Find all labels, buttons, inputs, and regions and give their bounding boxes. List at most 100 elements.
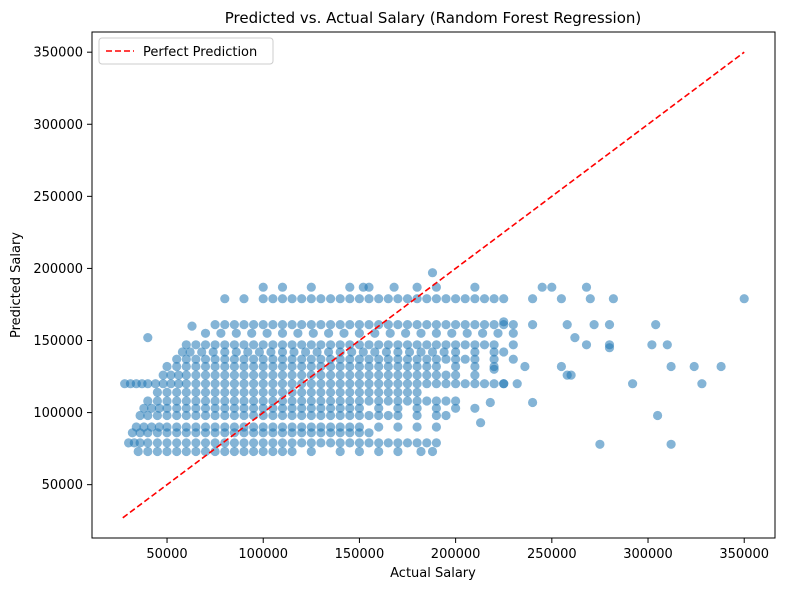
scatter-point — [499, 294, 509, 304]
scatter-point — [258, 340, 268, 350]
scatter-point — [431, 340, 441, 350]
scatter-point — [191, 446, 201, 457]
scatter-point — [268, 410, 278, 421]
scatter-point — [266, 347, 276, 357]
scatter-point — [493, 328, 503, 338]
scatter-point — [393, 422, 403, 432]
scatter-point — [229, 387, 239, 397]
scatter-point — [479, 320, 490, 330]
scatter-point — [451, 354, 461, 364]
scatter-point — [489, 347, 499, 357]
scatter-point — [364, 379, 374, 389]
scatter-point — [739, 294, 749, 304]
scatter-point — [431, 379, 441, 389]
scatter-point — [335, 410, 345, 421]
scatter-point — [508, 320, 518, 330]
scatter-point — [200, 370, 211, 380]
scatter-point — [210, 387, 220, 397]
scatter-point — [608, 294, 619, 304]
scatter-point — [316, 340, 326, 350]
scatter-point — [354, 320, 364, 330]
scatter-point — [306, 422, 316, 432]
scatter-point — [181, 438, 191, 448]
scatter-point — [220, 370, 230, 380]
scatter-point — [258, 387, 268, 397]
scatter-point — [181, 446, 191, 457]
scatter-point — [326, 410, 336, 421]
scatter-point — [345, 354, 355, 364]
scatter-point — [479, 340, 490, 350]
legend: Perfect Prediction — [98, 37, 274, 65]
scatter-point — [316, 370, 326, 380]
scatter-point — [370, 347, 380, 357]
scatter-point — [287, 396, 297, 406]
scatter-point — [312, 347, 322, 357]
scatter-point — [249, 354, 259, 364]
scatter-point — [249, 446, 259, 457]
scatter-point — [231, 328, 241, 338]
scatter-point — [143, 333, 153, 343]
scatter-point — [152, 446, 162, 457]
scatter-point — [162, 403, 172, 413]
scatter-point — [460, 340, 470, 350]
scatter-point — [666, 361, 676, 372]
scatter-point — [354, 294, 364, 304]
scatter-point — [489, 320, 499, 330]
scatter-point — [354, 422, 364, 432]
scatter-point — [249, 340, 259, 350]
scatter-point — [277, 361, 288, 372]
scatter-point — [277, 340, 288, 350]
scatter-point — [210, 320, 220, 330]
scatter-point — [412, 396, 422, 406]
scatter-point — [547, 282, 557, 292]
scatter-point — [316, 354, 326, 364]
scatter-point — [431, 403, 441, 413]
scatter-point — [422, 354, 432, 364]
scatter-point — [422, 294, 432, 304]
scatter-point — [422, 438, 432, 448]
legend-label: Perfect Prediction — [143, 45, 257, 60]
scatter-point — [326, 340, 336, 350]
scatter-point — [556, 294, 567, 304]
scatter-point — [402, 379, 413, 389]
scatter-point — [393, 354, 403, 364]
scatter-point — [581, 282, 592, 292]
scatter-point — [374, 370, 384, 380]
scatter-point — [162, 422, 172, 432]
scatter-point — [441, 370, 451, 380]
scatter-point — [383, 438, 393, 448]
scatter-point — [604, 343, 615, 353]
scatter-point — [335, 446, 345, 457]
scatter-point — [364, 361, 374, 372]
scatter-point — [383, 320, 393, 330]
scatter-point — [412, 438, 422, 448]
scatter-point — [326, 387, 336, 397]
scatter-point — [470, 294, 480, 304]
scatter-point — [239, 361, 249, 372]
scatter-point — [297, 387, 307, 397]
scatter-point — [277, 320, 288, 330]
scatter-point — [316, 320, 326, 330]
scatter-point — [326, 320, 336, 330]
scatter-point — [277, 387, 288, 397]
scatter-point — [152, 387, 162, 397]
scatter-point — [200, 396, 211, 406]
scatter-point — [306, 446, 316, 457]
scatter-point — [154, 422, 164, 432]
scatter-point — [354, 361, 364, 372]
scatter-point — [595, 439, 605, 449]
scatter-point — [412, 387, 422, 397]
scatter-point — [268, 340, 278, 350]
scatter-point — [412, 370, 422, 380]
scatter-point — [393, 320, 403, 330]
scatter-point — [354, 410, 364, 421]
scatter-point — [364, 354, 374, 364]
scatter-point — [422, 379, 432, 389]
scatter-point — [191, 361, 201, 372]
scatter-point — [528, 320, 538, 330]
scatter-point — [441, 354, 451, 364]
x-tick-label: 250000 — [527, 547, 577, 562]
scatter-point — [220, 422, 230, 432]
scatter-point — [370, 328, 380, 338]
x-axis-ticks: 50000 100000 150000 200000 250000 300000 35000… — [146, 538, 769, 562]
